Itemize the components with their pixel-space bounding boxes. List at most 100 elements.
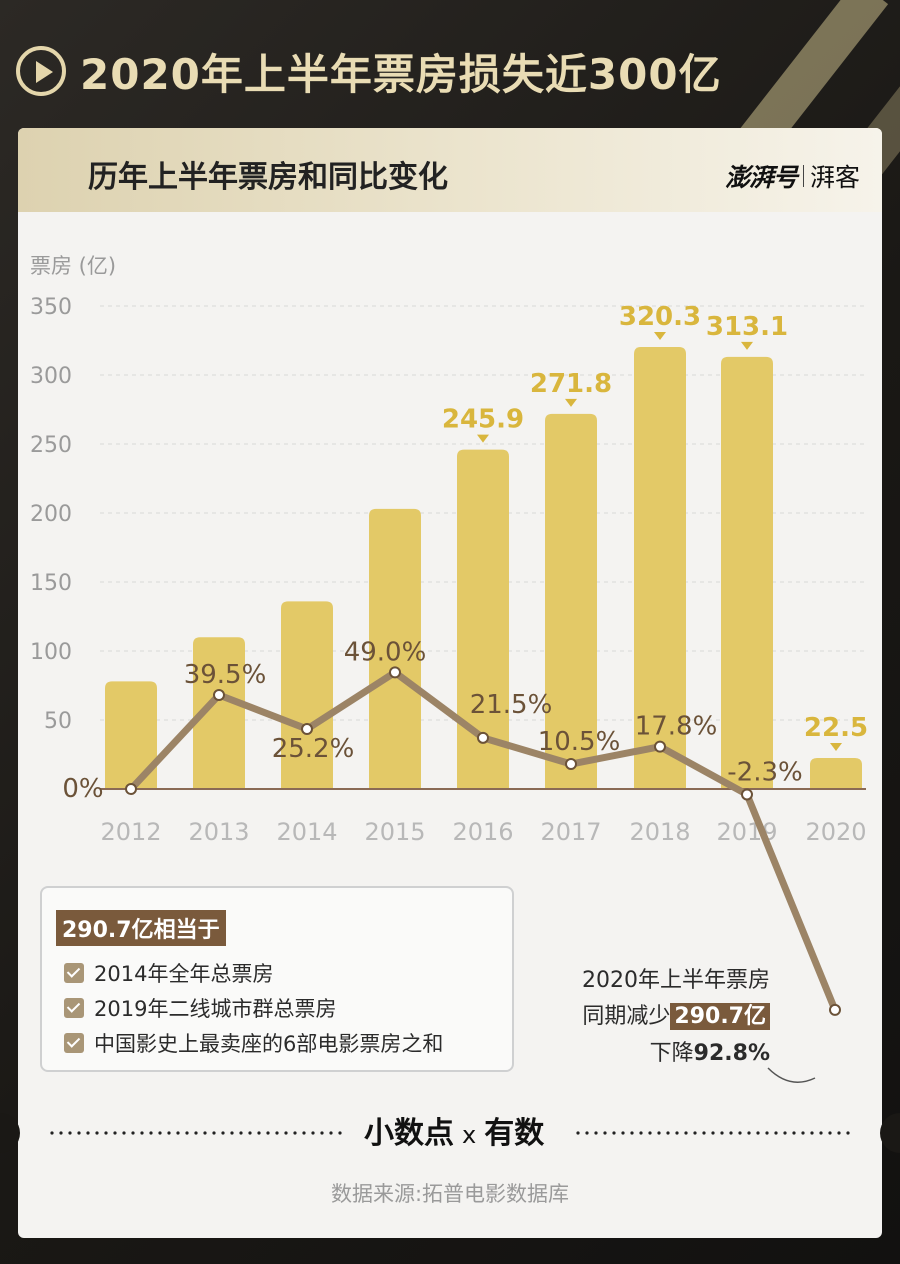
y-tick-label: 350 — [30, 295, 72, 320]
y-tick-label: 100 — [30, 640, 72, 665]
footer-dot — [657, 1131, 661, 1135]
logo-name: 澎湃号 — [724, 163, 798, 192]
footer-dot — [603, 1131, 607, 1135]
check-icon — [64, 963, 84, 983]
value-label: 245.9 — [442, 405, 524, 435]
value-label: 271.8 — [530, 369, 612, 399]
growth-label: 17.8% — [635, 712, 718, 742]
subtitle-banner: 历年上半年票房和同比变化 澎湃号 湃客 — [18, 128, 882, 212]
growth-label: 21.5% — [470, 690, 553, 720]
growth-point — [741, 788, 753, 801]
footer-dot — [621, 1131, 625, 1135]
value-label: 320.3 — [619, 302, 701, 332]
brand-a: 小数点 — [364, 1116, 454, 1151]
value-label: 313.1 — [706, 312, 788, 342]
bars — [105, 346, 862, 789]
footer-dot — [239, 1131, 243, 1135]
bar — [105, 681, 157, 789]
footer-dot — [702, 1131, 706, 1135]
footer-dot — [122, 1131, 126, 1135]
value-label: 22.5 — [804, 713, 868, 743]
logo-column: 湃客 — [809, 163, 860, 192]
y-tick-label: 300 — [30, 364, 72, 389]
data-source: 数据来源:拓普电影数据库 — [330, 1182, 570, 1206]
footer-dot — [747, 1131, 751, 1135]
footer-dot — [185, 1131, 189, 1135]
bar — [369, 508, 421, 789]
growth-line — [125, 666, 841, 1016]
note-line-2: 同期减少 290.7亿 — [582, 998, 770, 1030]
footer-dot — [630, 1131, 634, 1135]
brand-b: 有数 — [484, 1116, 545, 1151]
footer-dot — [149, 1131, 153, 1135]
footer-dot — [765, 1131, 769, 1135]
growth-label: 25.2% — [272, 734, 355, 764]
bar — [545, 413, 597, 789]
footer-dot — [846, 1131, 850, 1135]
footer-brand: 小数点 x 有数 — [364, 1108, 544, 1152]
footer-dot — [612, 1131, 616, 1135]
y-tick-label: 200 — [30, 502, 72, 527]
growth-point — [389, 666, 401, 679]
footer-dot — [50, 1131, 54, 1135]
bar — [721, 356, 773, 789]
brand-x: x — [462, 1121, 477, 1149]
footer-dot — [257, 1131, 261, 1135]
ticket-notch-right — [880, 1113, 900, 1153]
footer-dot — [68, 1131, 72, 1135]
footer-dot — [320, 1131, 324, 1135]
x-tick-label: 2017 — [540, 818, 601, 846]
footer-dot — [729, 1131, 733, 1135]
growth-point — [829, 1003, 841, 1016]
info-item: 中国影史上最卖座的6部电影票房之和 — [64, 1028, 443, 1058]
footer-dot — [693, 1131, 697, 1135]
play-icon — [16, 46, 66, 96]
footer-dot — [639, 1131, 643, 1135]
info-headline: 290.7亿相当于 — [56, 910, 226, 946]
growth-labels: 0% 39.5% 25.2% 49.0% 21.5% 10.5% 17.8% -2.3% — [62, 637, 802, 804]
info-item: 2019年二线城市群总票房 — [64, 993, 336, 1023]
growth-label: 39.5% — [184, 660, 267, 690]
note-prefix: 下降 — [649, 1041, 694, 1066]
growth-label: 49.0% — [344, 637, 427, 667]
note-line-3: 下降92.8% — [650, 1035, 770, 1067]
footer-dot — [675, 1131, 679, 1135]
info-item-text: 2019年二线城市群总票房 — [94, 997, 337, 1021]
y-tick-label: 250 — [30, 433, 72, 458]
growth-point — [125, 783, 137, 795]
footer-dot — [801, 1131, 805, 1135]
page-header: 2020年上半年票房损失近300亿 — [16, 36, 722, 106]
footer-dot — [284, 1131, 288, 1135]
footer-dot — [837, 1131, 841, 1135]
growth-point — [213, 688, 225, 701]
info-item-text: 2014年全年总票房 — [94, 962, 274, 986]
note-highlight: 290.7亿 — [670, 1003, 770, 1030]
logo-divider — [802, 165, 804, 187]
footer-dot — [756, 1131, 760, 1135]
footer-dot — [59, 1131, 63, 1135]
growth-label: 0% — [62, 774, 103, 804]
footer-dot — [248, 1131, 252, 1135]
footer-dot — [720, 1131, 724, 1135]
check-icon — [64, 998, 84, 1018]
footer-dot — [792, 1131, 796, 1135]
footer-dot — [266, 1131, 270, 1135]
value-marker — [654, 331, 666, 340]
x-tick-label: 2015 — [364, 818, 425, 846]
footer-dot — [158, 1131, 162, 1135]
footer-dot — [738, 1131, 742, 1135]
footer-dot — [77, 1131, 81, 1135]
note-prefix: 同期减少 — [582, 1004, 671, 1029]
footer-dot — [230, 1131, 234, 1135]
footer-dot — [131, 1131, 135, 1135]
growth-label: -2.3% — [727, 757, 802, 787]
footer-dot — [311, 1131, 315, 1135]
info-item-text: 中国影史上最卖座的6部电影票房之和 — [94, 1032, 444, 1056]
check-icon — [64, 1033, 84, 1053]
footer-dot — [819, 1131, 823, 1135]
info-item: 2014年全年总票房 — [64, 958, 273, 988]
x-tick-label: 2018 — [629, 818, 690, 846]
value-marker — [741, 341, 753, 350]
